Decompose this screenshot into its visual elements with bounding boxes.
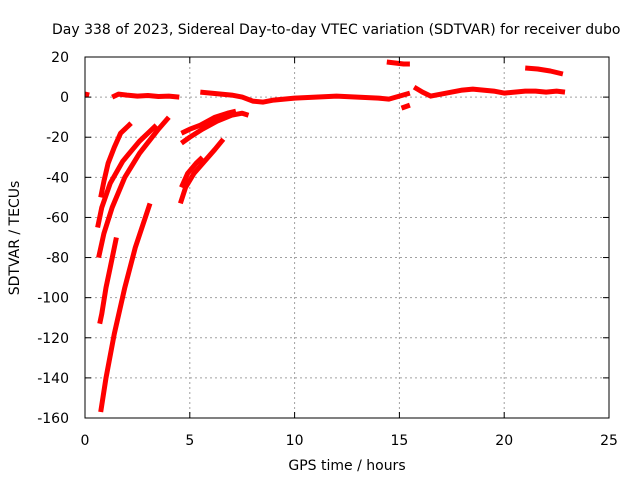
series-s5 <box>96 115 171 259</box>
y-tick-label: -20 <box>46 130 69 146</box>
x-tick-label: 20 <box>495 433 513 449</box>
y-tick-label: 20 <box>51 50 69 66</box>
series-s1 <box>84 91 90 98</box>
series-s8 <box>179 110 250 146</box>
data-series <box>84 59 566 413</box>
y-tick-label: 0 <box>60 90 69 106</box>
y-tick-label: -160 <box>37 411 69 427</box>
series-s16 <box>525 65 564 77</box>
y-tick-labels: -160 -140 -120 -100 -80 -60 -40 -20 0 20 <box>37 50 69 427</box>
x-tick-label: 5 <box>185 433 194 449</box>
y-tick-label: -120 <box>37 331 69 347</box>
y-axis-label: SDTVAR / TECUs <box>7 181 23 296</box>
axis-ticks <box>84 56 610 419</box>
series-s2 <box>111 91 180 100</box>
series-s13 <box>412 84 566 99</box>
x-tick-label: 25 <box>600 433 618 449</box>
x-tick-label: 0 <box>81 433 90 449</box>
series-s9 <box>180 108 237 136</box>
y-tick-label: -40 <box>46 170 69 186</box>
series-s14 <box>386 59 410 67</box>
y-tick-label: -80 <box>46 251 69 267</box>
grid-lines <box>85 57 609 418</box>
x-axis-label: GPS time / hours <box>288 458 405 474</box>
series-s15 <box>400 102 411 111</box>
chart-title: Day 338 of 2023, Sidereal Day-to-day VTE… <box>52 22 620 38</box>
series-s3 <box>98 121 133 198</box>
y-tick-label: -140 <box>37 371 69 387</box>
series-s11 <box>178 137 226 205</box>
x-tick-labels: 0 5 10 15 20 25 <box>81 433 618 449</box>
y-tick-label: -100 <box>37 291 69 307</box>
series-s10 <box>179 155 205 189</box>
series-s12 <box>200 89 411 105</box>
x-tick-label: 10 <box>286 433 304 449</box>
y-tick-label: -60 <box>46 210 69 226</box>
series-s7 <box>98 202 153 413</box>
series-s6 <box>97 236 119 325</box>
series-s4 <box>95 123 159 229</box>
plot-frame <box>84 56 610 419</box>
x-tick-label: 15 <box>390 433 408 449</box>
